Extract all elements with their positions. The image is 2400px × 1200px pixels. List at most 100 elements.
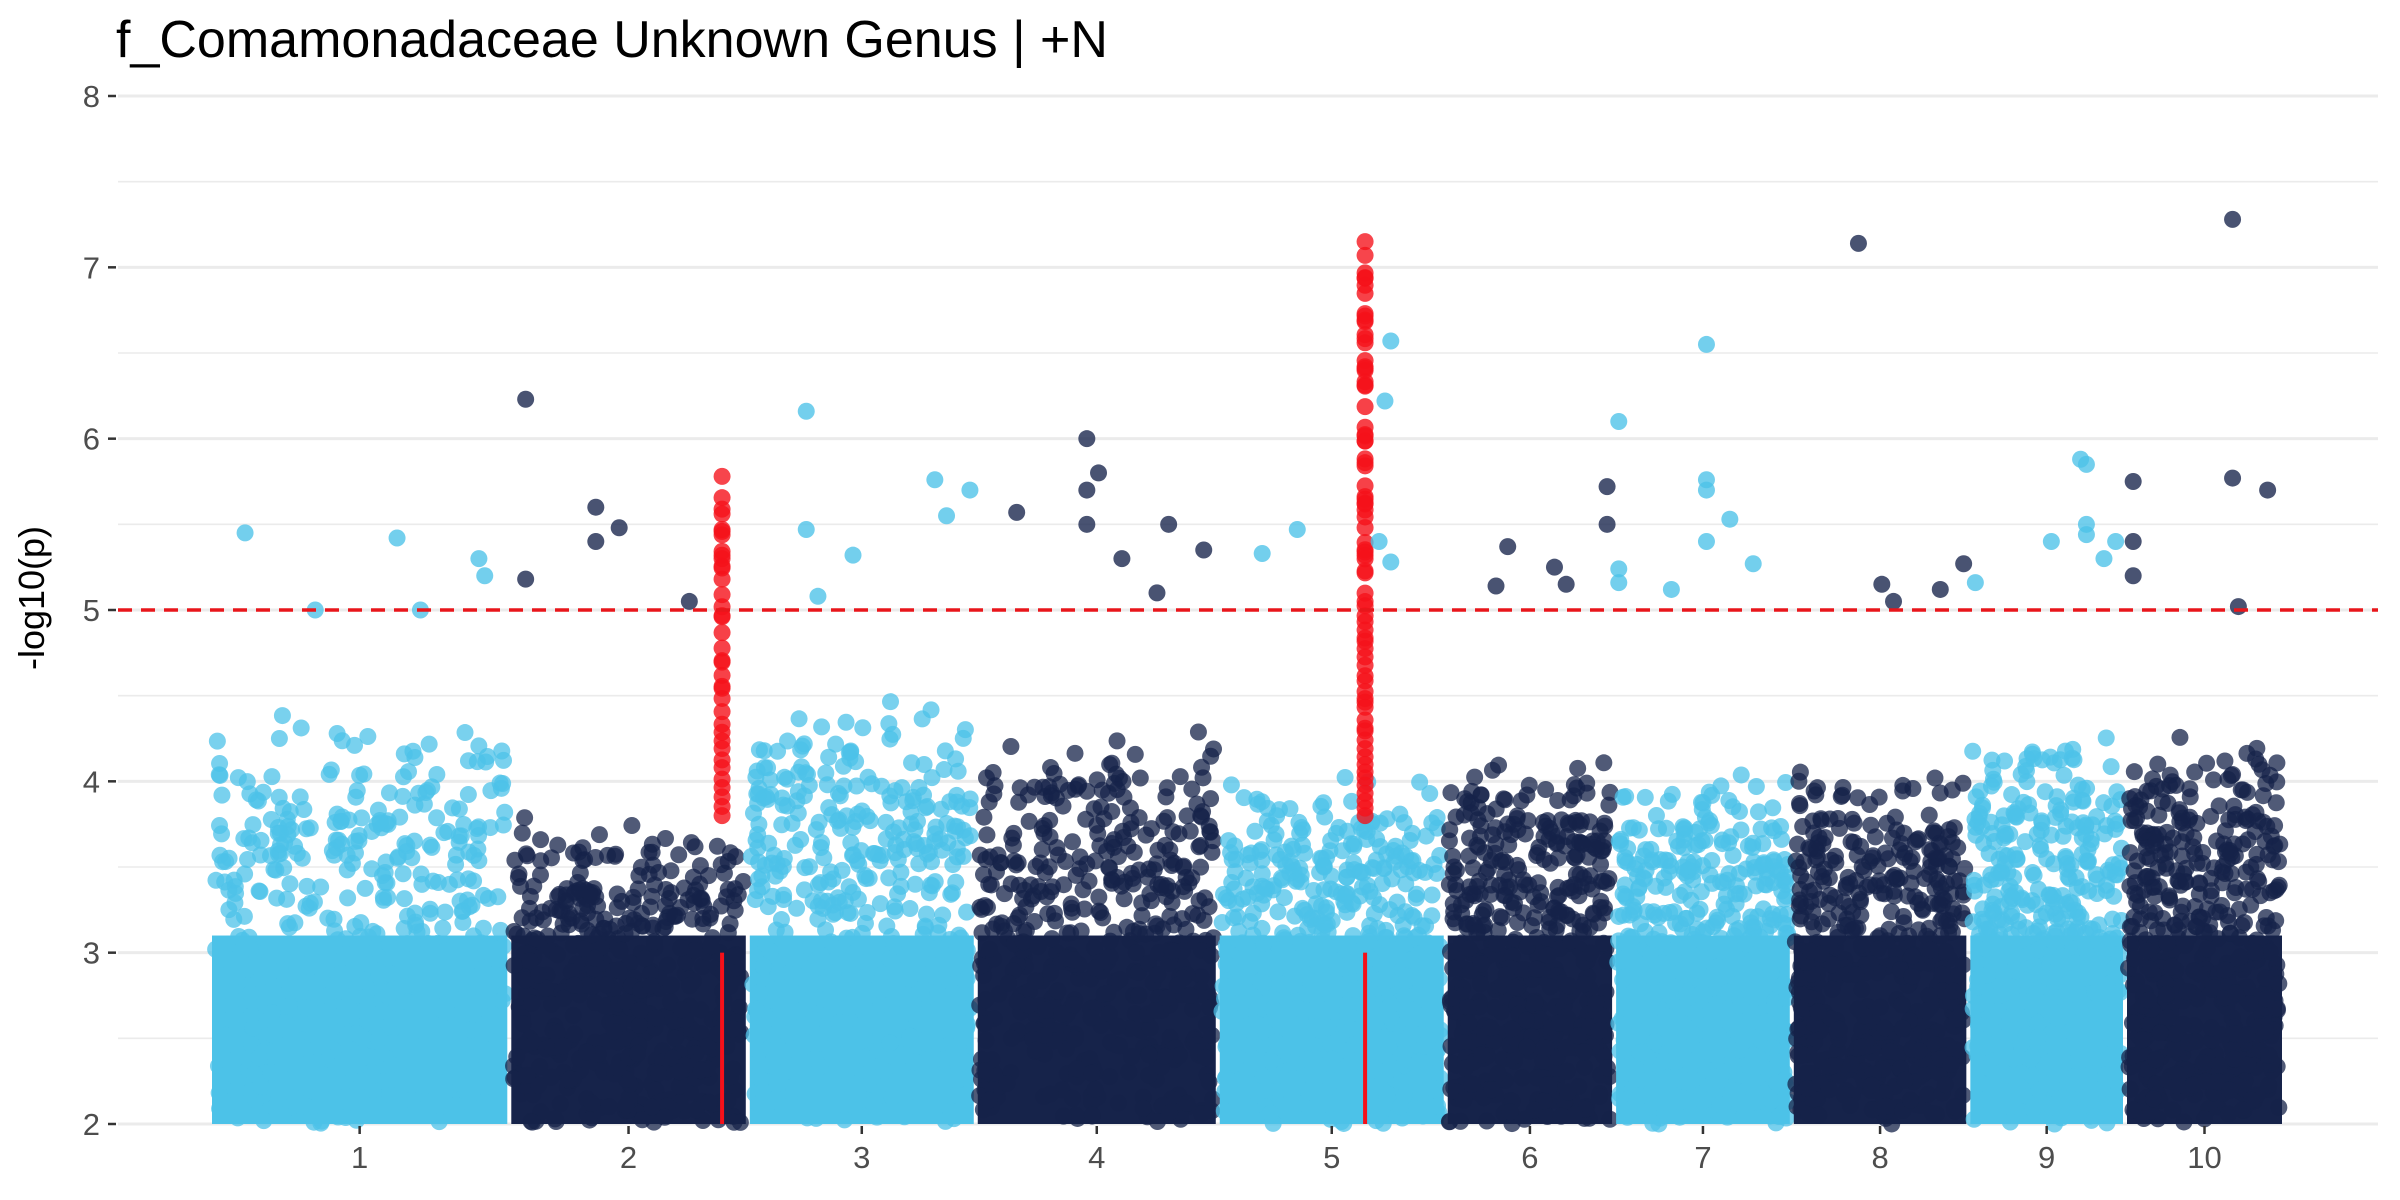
- data-point: [313, 1112, 331, 1130]
- data-point: [348, 782, 366, 800]
- data-point: [1264, 1000, 1282, 1018]
- data-point: [813, 718, 831, 736]
- data-point: [730, 999, 748, 1017]
- data-point: [421, 900, 439, 918]
- data-point: [1245, 1014, 1263, 1032]
- data-point: [853, 802, 871, 820]
- data-point: [2160, 887, 2178, 905]
- data-point: [441, 1067, 459, 1085]
- data-point: [328, 724, 346, 742]
- data-point: [1610, 932, 1628, 950]
- data-point: [578, 1043, 596, 1061]
- data-point: [1089, 825, 1107, 843]
- data-point: [2175, 1113, 2193, 1131]
- data-point: [518, 1066, 536, 1084]
- data-point: [1777, 774, 1795, 792]
- data-point: [2088, 808, 2106, 826]
- data-point: [2259, 846, 2277, 864]
- notable-points: [236, 210, 2277, 619]
- data-point: [2089, 955, 2107, 973]
- data-point: [1600, 796, 1618, 814]
- data-point: [578, 976, 596, 994]
- data-point: [1732, 766, 1750, 784]
- data-point: [2142, 782, 2160, 800]
- data-point: [2052, 955, 2070, 973]
- data-point: [2010, 920, 2028, 938]
- data-point: [1217, 955, 1235, 973]
- data-point: [530, 966, 548, 984]
- data-point: [1886, 808, 1904, 826]
- data-point: [1801, 840, 1819, 858]
- data-point: [1833, 786, 1851, 804]
- data-point: [1866, 828, 1884, 846]
- data-point: [1617, 788, 1635, 806]
- data-point: [2124, 1101, 2142, 1119]
- data-point: [1893, 996, 1911, 1014]
- data-point: [1112, 877, 1130, 895]
- data-point: [1708, 908, 1726, 926]
- data-point: [1419, 934, 1437, 952]
- data-point: [1242, 991, 1260, 1009]
- data-point: [764, 887, 782, 905]
- data-point: [235, 830, 253, 848]
- data-point: [750, 853, 768, 871]
- data-point: [505, 1070, 523, 1088]
- data-point: [325, 976, 343, 994]
- data-point: [1069, 777, 1087, 795]
- data-point: [1055, 876, 1073, 894]
- data-point: [1692, 883, 1710, 901]
- data-point: [1455, 1091, 1473, 1109]
- data-point: [1204, 929, 1222, 947]
- data-point: [1342, 835, 1360, 853]
- data-point: [241, 785, 259, 803]
- data-point: [1881, 1042, 1899, 1060]
- data-point: [1754, 900, 1772, 918]
- highlight-point: [1356, 398, 1374, 416]
- data-point: [317, 961, 335, 979]
- data-point: [2097, 1066, 2115, 1084]
- data-point: [1558, 1062, 1576, 1080]
- data-point: [2071, 998, 2089, 1016]
- data-point: [1568, 779, 1586, 797]
- data-point: [1541, 978, 1559, 996]
- data-point: [283, 1054, 301, 1072]
- data-point: [255, 1112, 273, 1130]
- data-point: [872, 1023, 890, 1041]
- data-point: [1109, 1017, 1127, 1035]
- data-point: [1026, 972, 1044, 990]
- data-point: [611, 941, 629, 959]
- data-point: [1820, 1081, 1838, 1099]
- data-point: [490, 968, 508, 986]
- data-point: [1241, 854, 1259, 872]
- data-point: [1777, 1109, 1795, 1127]
- data-point: [1610, 574, 1628, 592]
- data-point: [479, 889, 497, 907]
- data-point: [1003, 829, 1021, 847]
- data-point: [1730, 955, 1748, 973]
- data-point: [1009, 909, 1027, 927]
- data-point: [447, 855, 465, 873]
- data-point: [1724, 846, 1742, 864]
- data-point: [1538, 1107, 1556, 1125]
- data-point: [531, 1058, 549, 1076]
- data-point: [980, 1091, 998, 1109]
- data-point: [923, 853, 941, 871]
- data-point: [774, 857, 792, 875]
- data-point: [448, 1017, 466, 1035]
- data-point: [2234, 781, 2252, 799]
- data-point: [380, 935, 398, 953]
- data-point: [423, 838, 441, 856]
- data-point: [1360, 924, 1378, 942]
- data-point: [1425, 855, 1443, 873]
- data-point: [1549, 792, 1567, 810]
- data-point: [1821, 886, 1839, 904]
- data-point: [801, 858, 819, 876]
- data-point: [1630, 878, 1648, 896]
- data-point: [1996, 752, 2014, 770]
- data-point: [656, 1108, 674, 1126]
- data-point: [368, 925, 386, 943]
- data-point: [1100, 1005, 1118, 1023]
- data-point: [692, 1061, 710, 1079]
- data-point: [1085, 939, 1103, 957]
- data-point: [287, 1031, 305, 1049]
